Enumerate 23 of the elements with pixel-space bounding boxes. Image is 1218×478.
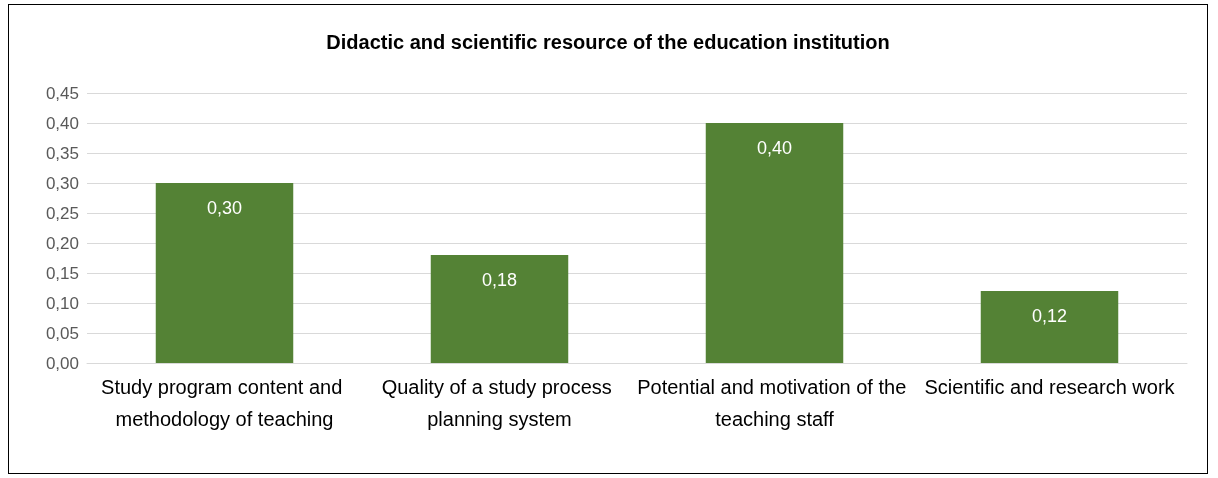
data-label: 0,18 bbox=[481, 270, 518, 290]
y-tick-label: 0,05 bbox=[45, 323, 79, 343]
x-tick-label: Quality of a study process planning system bbox=[381, 376, 618, 430]
x-tick-label: Potential and motivation of the teaching staff bbox=[637, 376, 912, 430]
y-tick-label: 0,30 bbox=[45, 173, 79, 193]
x-tick-label: Study program content and methodology of teaching bbox=[101, 376, 348, 430]
y-tick-label: 0,20 bbox=[45, 233, 79, 253]
data-label: 0,40 bbox=[756, 138, 793, 158]
chart-title: Didactic and scientific resource of the education institution bbox=[326, 31, 890, 53]
bar bbox=[155, 183, 294, 363]
x-tick-label: Scientific and research work bbox=[924, 376, 1176, 398]
y-tick-label: 0,10 bbox=[45, 293, 79, 313]
y-tick-label: 0,40 bbox=[45, 113, 79, 133]
y-tick-label: 0,25 bbox=[45, 203, 79, 223]
y-tick-label: 0,15 bbox=[45, 263, 79, 283]
bar bbox=[980, 291, 1119, 363]
data-label: 0,30 bbox=[206, 198, 243, 218]
bar bbox=[430, 255, 569, 363]
y-tick-label: 0,00 bbox=[45, 353, 79, 373]
bar bbox=[705, 123, 844, 363]
y-tick-label: 0,45 bbox=[45, 83, 79, 103]
data-label: 0,12 bbox=[1031, 306, 1068, 326]
y-tick-label: 0,35 bbox=[45, 143, 79, 163]
